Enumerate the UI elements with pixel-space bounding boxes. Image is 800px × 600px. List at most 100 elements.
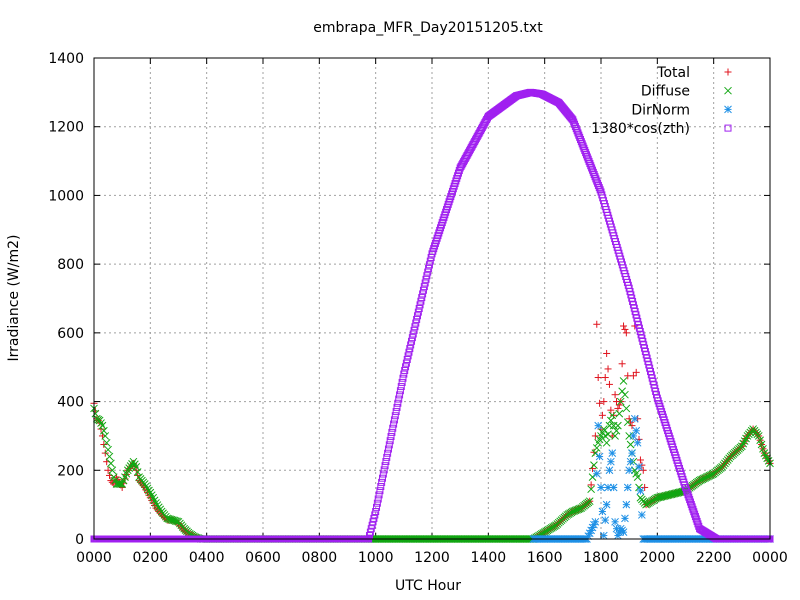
data-point (621, 514, 629, 523)
data-point (574, 129, 582, 137)
data-point (587, 162, 595, 170)
x-tick-label: 2200 (696, 550, 732, 566)
x-tick-label: 0800 (302, 550, 338, 566)
data-point (687, 500, 695, 508)
data-point (420, 283, 428, 291)
y-axis-label: Irradiance (W/m2) (6, 235, 22, 362)
data-point (633, 438, 642, 447)
data-point (593, 177, 601, 185)
data-point (628, 422, 636, 430)
data-point (377, 483, 385, 491)
data-point (622, 404, 631, 413)
data-point (759, 444, 767, 453)
data-point (398, 378, 406, 386)
data-point (91, 409, 100, 418)
data-point (576, 133, 584, 141)
data-point (621, 325, 629, 333)
data-point (374, 495, 382, 503)
data-point (382, 458, 390, 466)
data-point (608, 449, 617, 457)
x-tick-label: 1200 (414, 550, 450, 566)
data-point (125, 464, 134, 472)
data-point (424, 268, 432, 276)
chart-title: embrapa_MFR_Day20151205.txt (313, 20, 543, 36)
data-point (98, 421, 107, 430)
data-point (693, 517, 701, 525)
data-point (596, 399, 604, 407)
data-point (620, 322, 628, 330)
y-tick-label: 1200 (48, 120, 84, 136)
data-point (591, 449, 600, 457)
data-point (577, 138, 585, 146)
data-point (373, 499, 381, 507)
data-point (380, 466, 388, 474)
y-tick-label: 200 (57, 463, 84, 479)
data-point (397, 383, 405, 391)
data-point (595, 452, 604, 461)
data-point (591, 432, 599, 440)
data-point (578, 140, 586, 148)
x-tick-label: 2000 (640, 550, 676, 566)
data-point (604, 365, 612, 373)
data-point (612, 426, 621, 435)
data-point (108, 466, 117, 475)
data-point (686, 496, 694, 504)
data-point (419, 290, 427, 298)
data-point (691, 510, 699, 518)
data-point (682, 483, 689, 491)
data-point (164, 514, 173, 523)
data-point (639, 466, 647, 474)
x-tick-label: 0000 (752, 550, 788, 566)
data-point (593, 320, 601, 328)
data-point (689, 505, 697, 513)
data-point (413, 312, 421, 320)
data-point (133, 468, 142, 476)
data-point (383, 453, 391, 461)
data-point (115, 480, 124, 488)
data-point (379, 470, 387, 478)
data-point (601, 374, 609, 382)
data-point (585, 157, 593, 165)
data-point (105, 452, 114, 461)
x-tick-label: 1800 (583, 550, 619, 566)
data-point (421, 279, 429, 287)
data-point (633, 473, 642, 482)
data-point (375, 491, 383, 499)
data-point (685, 493, 693, 501)
y-tick-label: 400 (57, 395, 84, 411)
data-point (405, 348, 413, 356)
x-tick-label: 0400 (189, 550, 225, 566)
data-point (622, 329, 630, 337)
data-point (619, 528, 628, 536)
data-point (394, 399, 402, 407)
legend-label: 1380*cos(zth) (591, 121, 690, 137)
data-point (390, 416, 398, 424)
data-point (589, 168, 597, 176)
x-tick-label: 1000 (358, 550, 394, 566)
data-point (607, 416, 615, 425)
data-point (102, 438, 111, 447)
data-point (594, 421, 603, 430)
plot-border (93, 57, 771, 540)
data-point (604, 430, 612, 439)
data-point (395, 395, 403, 403)
data-point (571, 120, 579, 128)
data-point (585, 497, 594, 506)
data-point (404, 352, 412, 360)
data-point (641, 483, 649, 491)
data-point (169, 516, 177, 524)
data-point (594, 181, 602, 189)
data-point (690, 508, 698, 516)
data-point (402, 359, 410, 367)
data-point (581, 146, 589, 154)
data-point (166, 515, 174, 524)
data-point (592, 444, 601, 452)
data-point (594, 179, 602, 187)
data-point (104, 445, 112, 454)
data-point (757, 440, 766, 449)
y-axis-ticks: 0 200 400 600 800 1000 1200 1400 (48, 51, 770, 548)
data-point (754, 432, 763, 440)
y-tick-label: 1400 (48, 51, 84, 67)
data-point (682, 486, 690, 494)
data-point (598, 507, 607, 516)
